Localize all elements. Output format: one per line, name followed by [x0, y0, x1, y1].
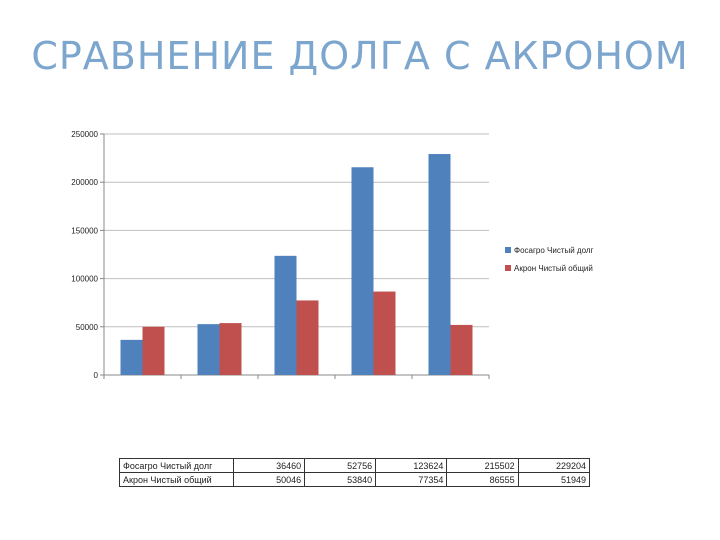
y-tick-labels: 250000 200000 150000 100000 50000 0: [71, 130, 98, 380]
bars: [120, 154, 473, 375]
bar-fosagro: [120, 339, 143, 375]
table-cell: 52756: [304, 458, 377, 473]
data-table: Фосагро Чистый долг 36460 52756 123624 2…: [118, 458, 591, 487]
legend-swatch: [505, 265, 511, 271]
bar-akron: [373, 291, 396, 375]
bar-akron: [450, 324, 473, 375]
bar-akron: [219, 323, 242, 375]
table-cell: 77354: [375, 472, 448, 487]
bar-fosagro: [274, 255, 297, 375]
table-cell: 53840: [304, 472, 377, 487]
table-row: Фосагро Чистый долг 36460 52756 123624 2…: [118, 458, 591, 473]
table-cell: 36460: [233, 458, 306, 473]
legend-label: Фосагро Чистый долг: [514, 246, 594, 255]
row-label: Акрон Чистый общий: [118, 472, 235, 487]
y-tick-label: 100000: [71, 275, 98, 284]
legend: Фосагро Чистый долг Акрон Чистый общий: [505, 246, 594, 273]
table-cell: 50046: [233, 472, 306, 487]
y-tick-label: 200000: [71, 178, 98, 187]
bar-fosagro: [351, 167, 374, 375]
bar-akron: [296, 300, 319, 375]
y-tick-label: 150000: [71, 226, 98, 235]
table-cell: 51949: [517, 472, 591, 487]
bar-chart: 250000 200000 150000 100000 50000 0 Фосагро Ч…: [71, 130, 594, 380]
table-cell: 215502: [446, 458, 519, 473]
y-tick-label: 250000: [71, 130, 98, 139]
y-tick-label: 50000: [76, 323, 99, 332]
bar-akron: [142, 326, 165, 375]
table-row: Акрон Чистый общий 50046 53840 77354 865…: [118, 472, 591, 487]
legend-label: Акрон Чистый общий: [514, 264, 593, 273]
row-label: Фосагро Чистый долг: [118, 458, 235, 473]
table-cell: 229204: [517, 458, 591, 473]
slide-title: СРАВНЕНИЕ ДОЛГА С АКРОНОМ: [31, 34, 689, 78]
y-tick-label: 0: [94, 371, 99, 380]
legend-swatch: [505, 247, 511, 253]
table-cell: 123624: [375, 458, 448, 473]
table-cell: 86555: [446, 472, 519, 487]
bar-fosagro: [197, 324, 220, 375]
bar-fosagro: [428, 154, 451, 375]
